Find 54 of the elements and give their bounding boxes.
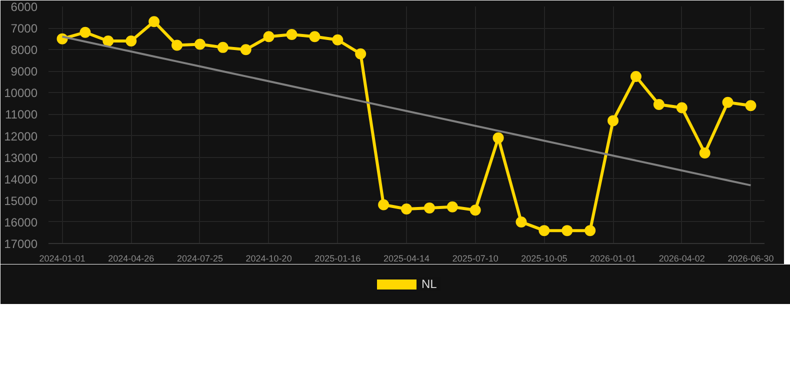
point bbox=[699, 148, 710, 158]
y-tick-label: 10000 bbox=[4, 86, 38, 100]
x-tick-label: 2025-04-14 bbox=[383, 254, 430, 264]
y-tick-label: 11000 bbox=[5, 108, 38, 122]
point bbox=[263, 31, 274, 42]
y-tick-label: 17000 bbox=[4, 237, 38, 251]
point bbox=[562, 225, 573, 236]
y-tick-label: 8000 bbox=[10, 43, 38, 58]
point bbox=[538, 225, 550, 236]
point bbox=[516, 216, 527, 228]
x-tick-label: 2025-07-10 bbox=[452, 254, 498, 264]
legend-label: NL bbox=[422, 277, 438, 291]
x-tick-label: 2026-06-30 bbox=[728, 254, 774, 264]
point bbox=[653, 99, 664, 110]
y-tick-label: 16000 bbox=[4, 215, 38, 230]
x-tick-label: 2025-01-16 bbox=[314, 254, 361, 264]
point bbox=[492, 132, 504, 144]
y-tick-label: 14000 bbox=[4, 172, 38, 186]
point bbox=[446, 201, 458, 212]
point bbox=[745, 100, 756, 112]
point bbox=[217, 42, 228, 53]
point bbox=[240, 44, 252, 56]
y-tick-label: 15000 bbox=[4, 194, 38, 208]
point bbox=[401, 204, 412, 215]
point bbox=[630, 71, 642, 82]
point bbox=[80, 26, 91, 38]
point bbox=[470, 204, 481, 216]
point bbox=[286, 29, 298, 40]
point bbox=[608, 115, 619, 126]
point bbox=[172, 40, 183, 51]
point bbox=[584, 225, 596, 236]
x-tick-label: 2024-10-20 bbox=[246, 254, 292, 264]
x-tick-label: 2025-10-05 bbox=[521, 254, 568, 264]
x-tick-label: 2024-04-26 bbox=[108, 254, 154, 264]
point bbox=[722, 96, 734, 108]
point bbox=[424, 202, 435, 214]
point bbox=[102, 35, 114, 46]
x-tick-label: 2026-04-02 bbox=[658, 254, 705, 264]
x-tick-label: 2024-07-25 bbox=[176, 254, 223, 264]
y-tick-label: 7000 bbox=[10, 22, 38, 36]
y-tick-label: 13000 bbox=[4, 150, 38, 165]
point bbox=[332, 34, 344, 46]
y-tick-label: 12000 bbox=[4, 129, 38, 144]
x-tick-label: 2026-01-01 bbox=[590, 254, 636, 264]
x-tick-label: 2024-01-01 bbox=[39, 254, 86, 264]
point bbox=[309, 31, 320, 42]
point bbox=[126, 35, 137, 46]
point bbox=[378, 199, 390, 210]
point bbox=[148, 16, 160, 28]
y-tick-label: 9000 bbox=[10, 64, 38, 79]
y-tick-label: 6000 bbox=[10, 0, 38, 14]
point bbox=[355, 48, 366, 60]
point bbox=[194, 38, 206, 50]
point bbox=[676, 102, 688, 114]
